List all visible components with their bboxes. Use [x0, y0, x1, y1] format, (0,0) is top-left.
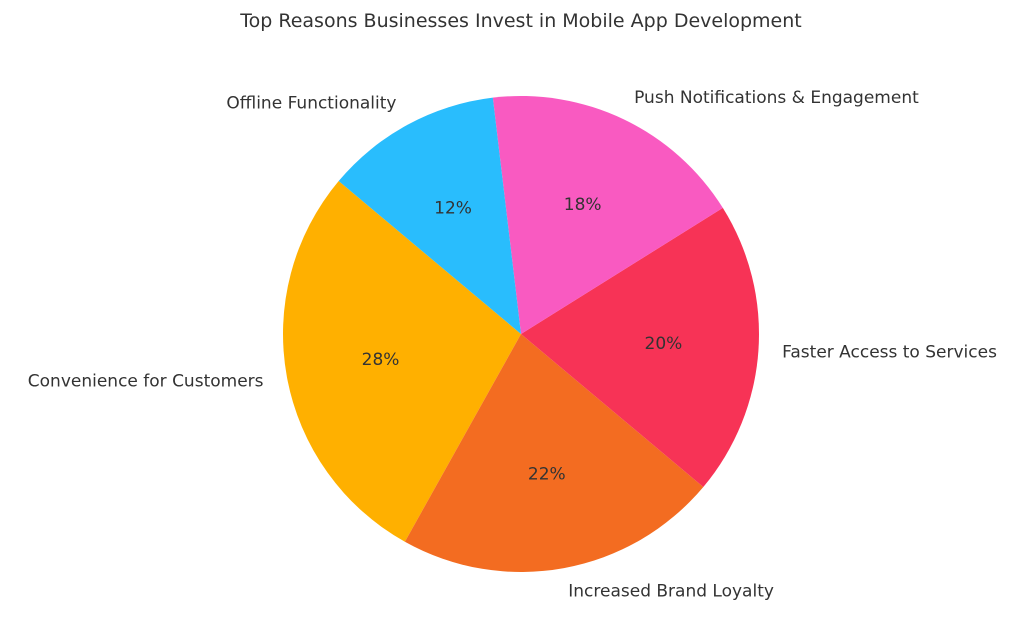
pie-slices	[283, 96, 760, 572]
pie-labels: 28% Convenience for Customers 22% Increased…	[28, 88, 997, 602]
pie-slice-increased-brand-loyalty	[404, 334, 704, 572]
chart-title: Top Reasons Businesses Invest in Mobile …	[239, 10, 801, 32]
slice-label-convenience-for-customers: Convenience for Customers	[28, 371, 264, 391]
pie-slice-convenience-for-customers	[283, 181, 521, 542]
pie-slice-push-notifications-and-engagement	[492, 96, 723, 334]
pct-label-push-notifications-and-engagement: 18%	[564, 195, 602, 215]
pie-slice-faster-access-to-services	[521, 207, 760, 487]
pct-label-increased-brand-loyalty: 22%	[528, 464, 566, 484]
pct-label-faster-access-to-services: 20%	[645, 334, 683, 354]
pct-label-convenience-for-customers: 28%	[362, 350, 400, 370]
slice-label-push-notifications-and-engagement: Push Notifications & Engagement	[634, 88, 919, 108]
slice-label-offline-functionality: Offline Functionality	[226, 94, 396, 114]
slice-label-faster-access-to-services: Faster Access to Services	[782, 342, 997, 362]
slice-label-increased-brand-loyalty: Increased Brand Loyalty	[568, 581, 774, 601]
pct-label-offline-functionality: 12%	[434, 198, 472, 218]
pie-slice-offline-functionality	[338, 97, 521, 334]
